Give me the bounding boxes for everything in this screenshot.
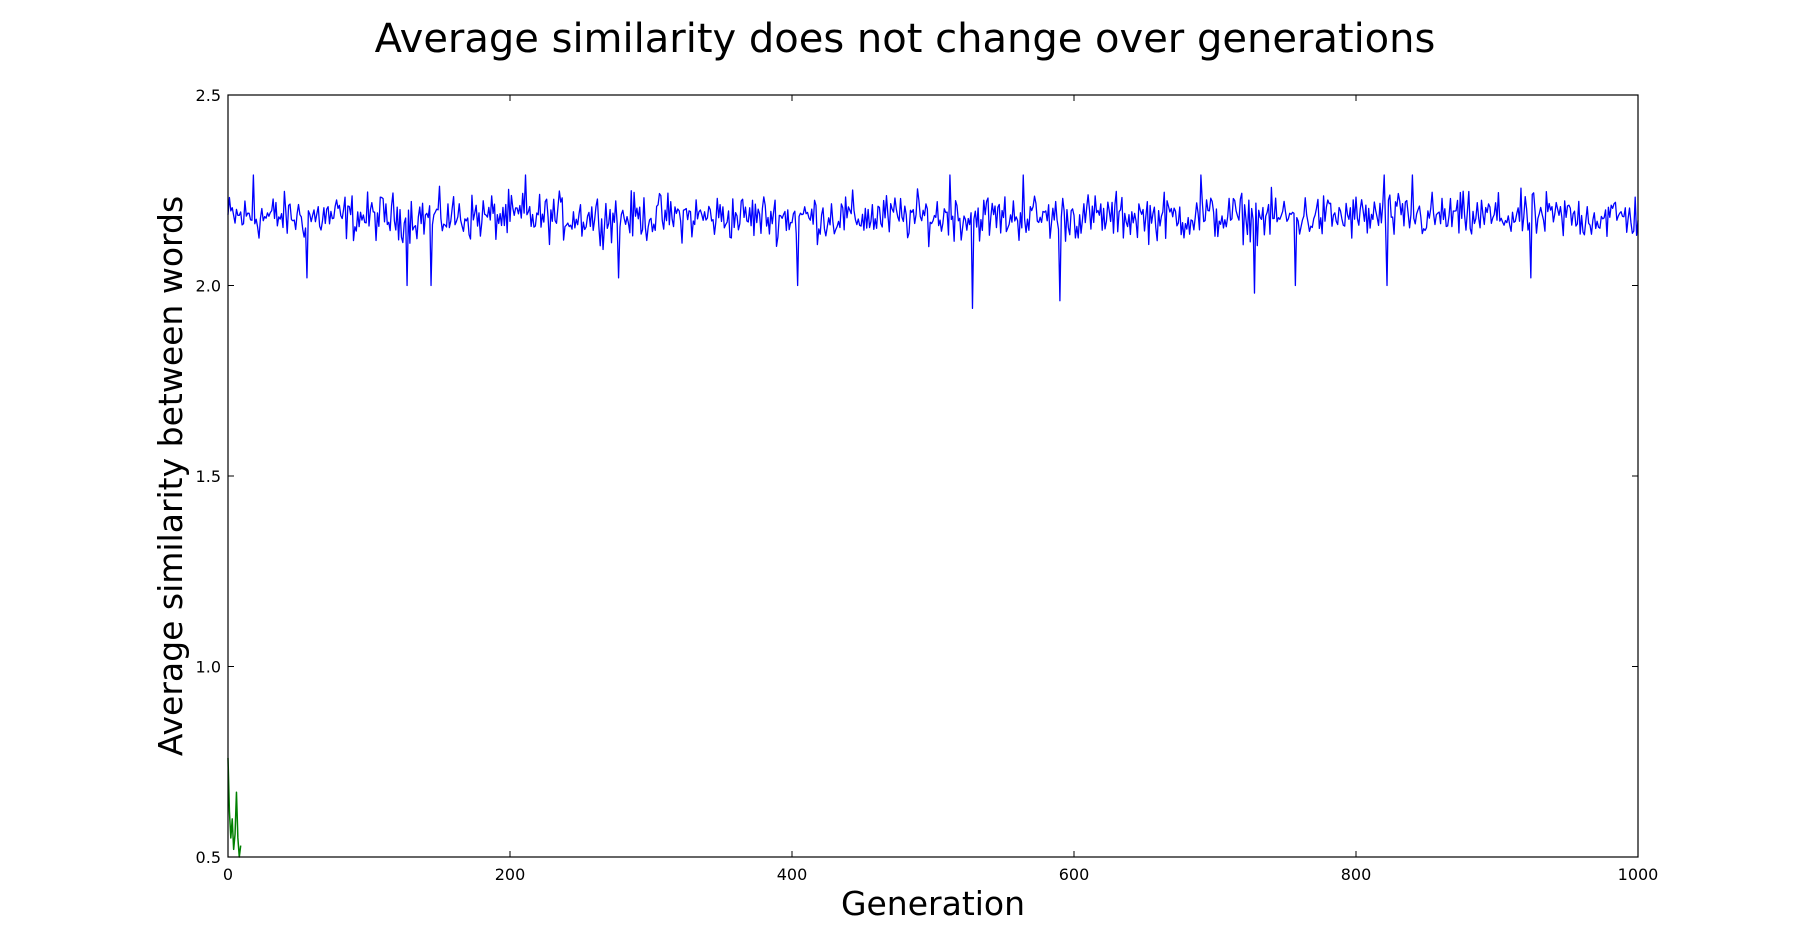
chart-title: Average similarity does not change over … — [375, 16, 1436, 62]
series-line-blue — [227, 174, 1639, 310]
x-tick-label: 400 — [777, 865, 808, 884]
x-tick-label: 1000 — [1618, 865, 1659, 884]
y-axis-label: Average similarity between words — [151, 196, 190, 756]
y-tick-label: 2.5 — [196, 86, 221, 105]
y-tick-label: 1.0 — [196, 658, 221, 677]
tick-layer: 0 200 400 600 800 1000 0.5 1.0 1.5 2.0 2.5 — [196, 86, 1659, 884]
plot-frame — [227, 94, 1639, 858]
x-tick-label: 200 — [495, 865, 526, 884]
x-tick-label: 0 — [223, 865, 233, 884]
y-tick-label: 2.0 — [196, 277, 221, 296]
x-axis-label: Generation — [841, 884, 1025, 923]
series-layer — [227, 174, 1639, 858]
y-tick-label: 1.5 — [196, 467, 221, 486]
x-tick-label: 800 — [1341, 865, 1372, 884]
series-line-green — [227, 757, 242, 858]
x-tick-label: 600 — [1059, 865, 1090, 884]
y-tick-label: 0.5 — [196, 848, 221, 867]
